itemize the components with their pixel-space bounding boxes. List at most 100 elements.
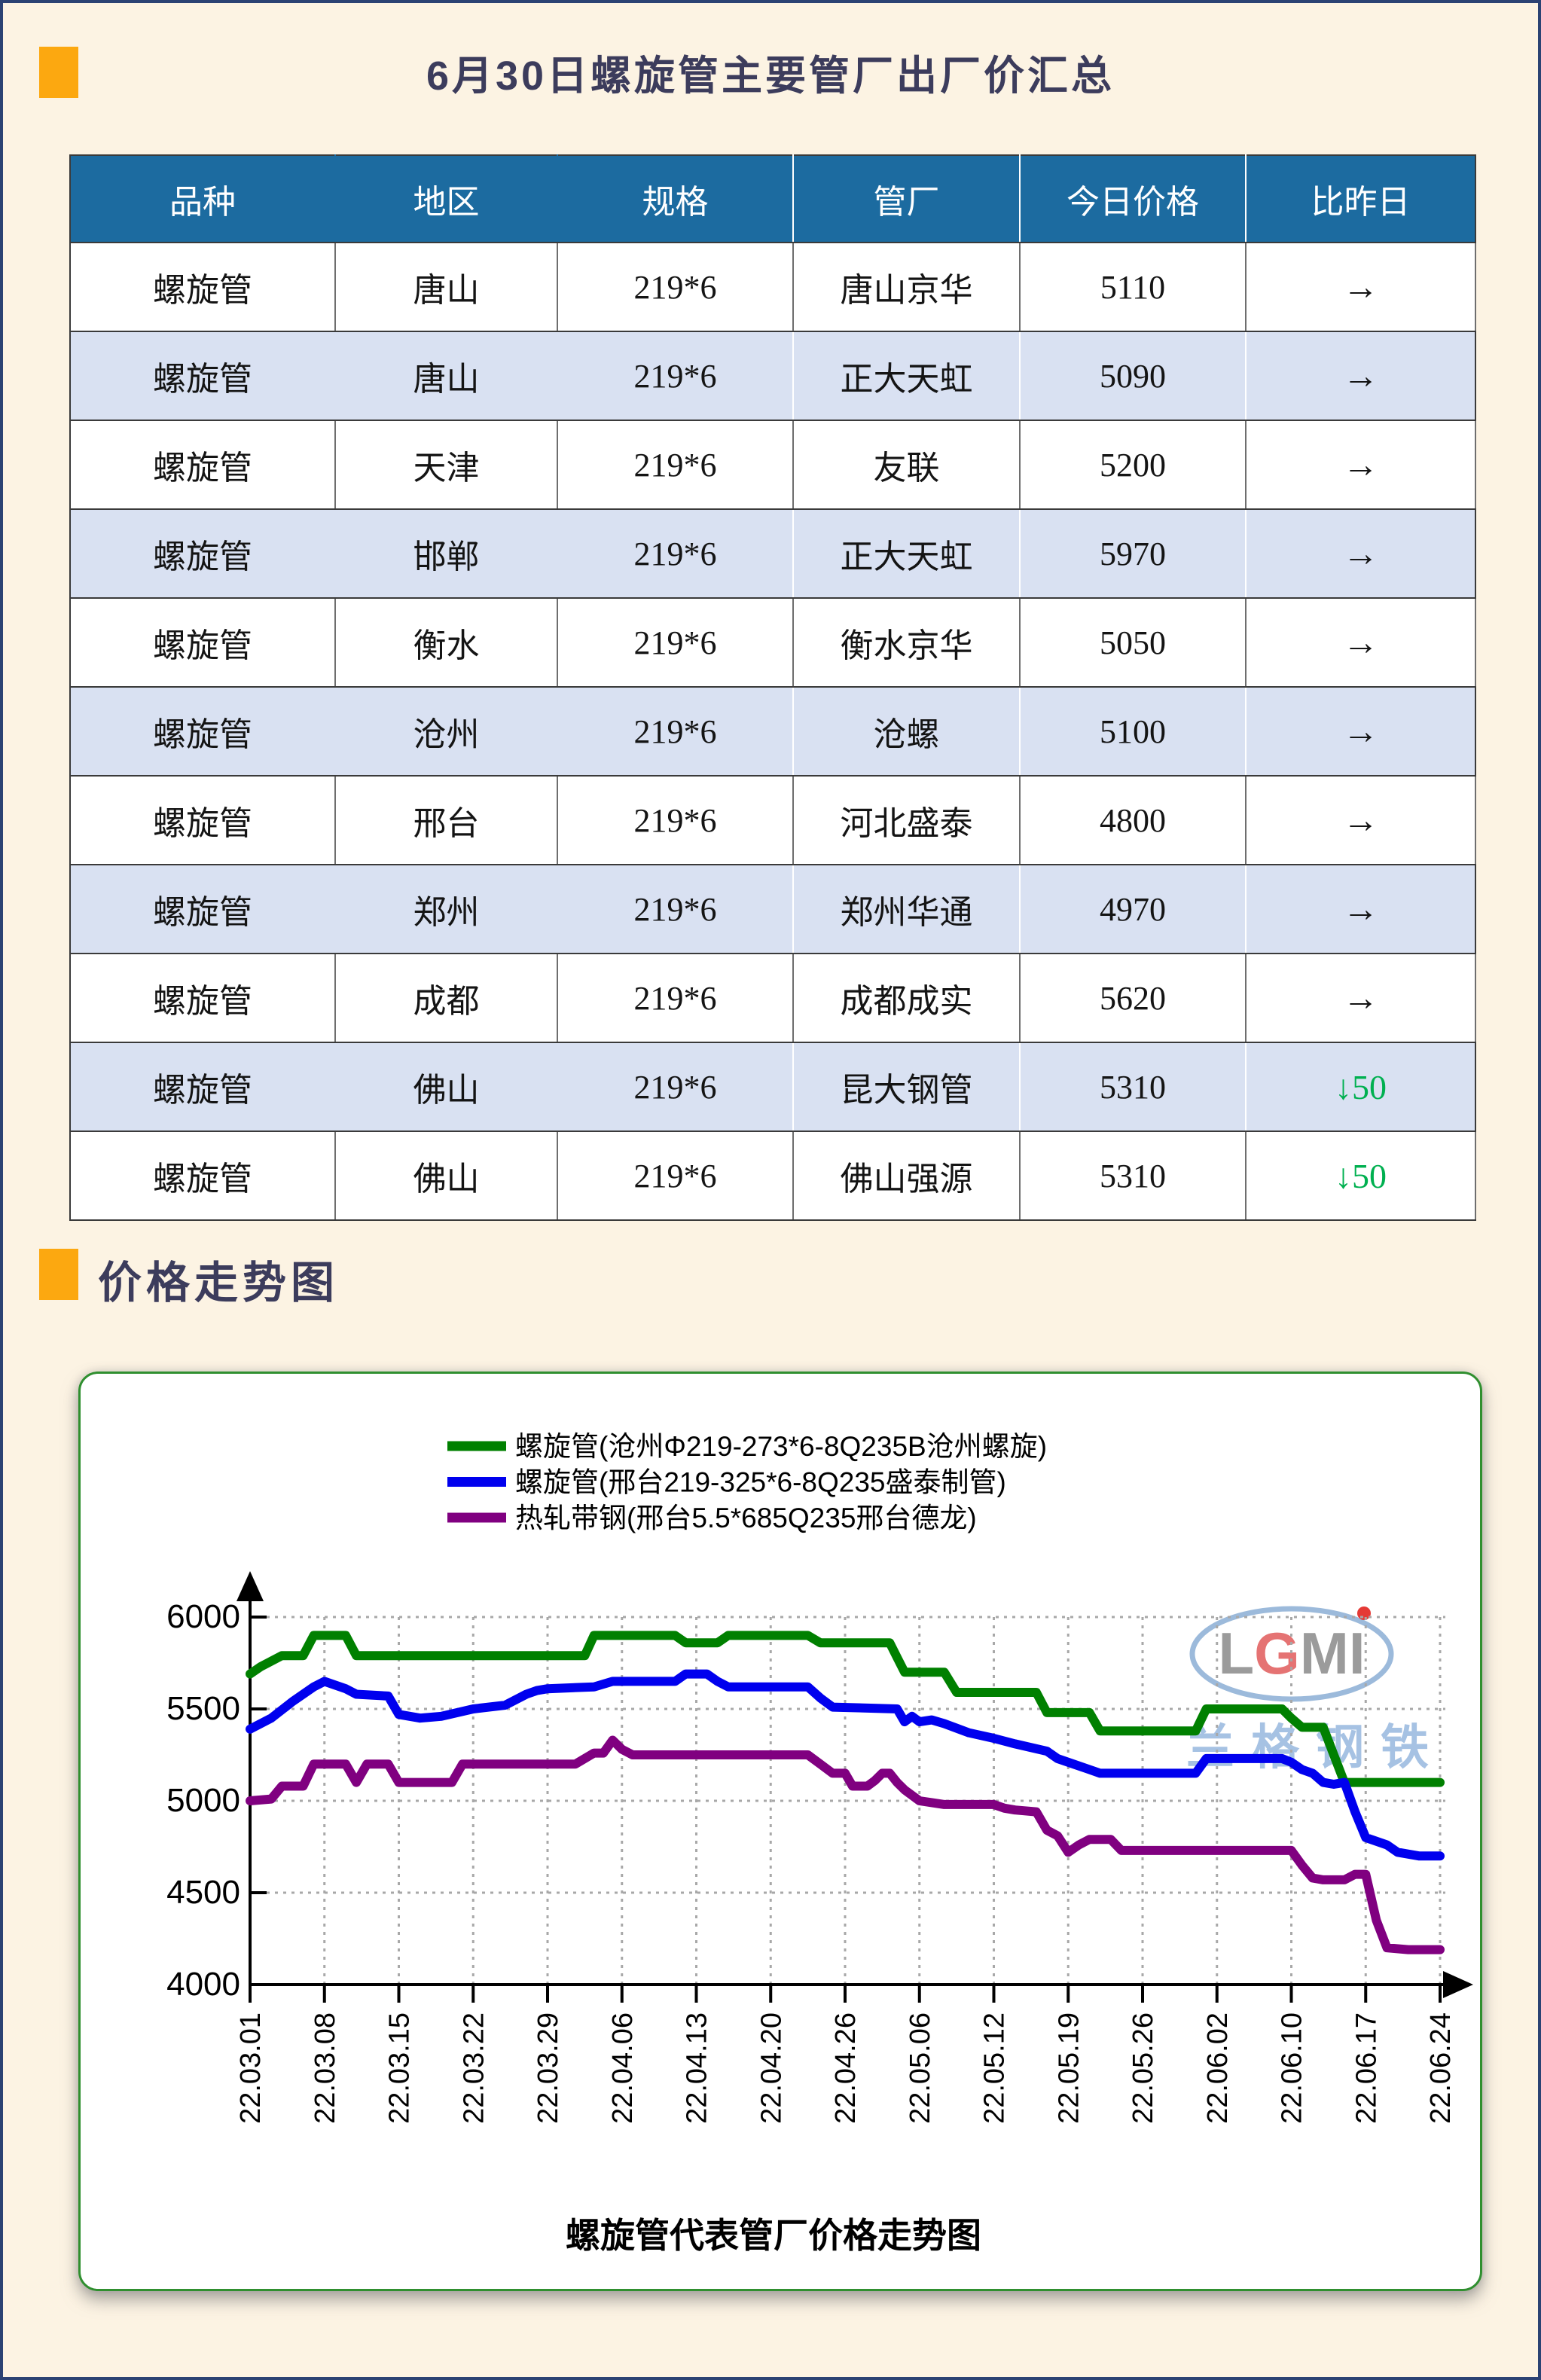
x-tick-label: 22.06.02 — [1202, 2012, 1234, 2124]
x-tick-label: 22.03.08 — [310, 2012, 341, 2124]
y-axis-arrow — [236, 1571, 264, 1601]
spec-cell: 219*6 — [557, 331, 794, 421]
region-cell: 邯郸 — [335, 509, 558, 599]
mill-cell: 唐山京华 — [793, 243, 1021, 332]
x-tick-label: 22.05.12 — [979, 2012, 1011, 2124]
spec-cell: 219*6 — [557, 687, 794, 777]
x-tick-label: 22.03.15 — [384, 2012, 416, 2124]
mill-cell: 郑州华通 — [793, 865, 1021, 954]
x-tick-label: 22.03.22 — [458, 2012, 490, 2124]
column-header-4: 今日价格 — [1020, 155, 1247, 243]
mill-cell: 佛山强源 — [793, 1131, 1021, 1221]
section-bullet-square — [39, 1249, 78, 1300]
price-cell: 5970 — [1020, 509, 1247, 599]
variety-cell: 螺旋管 — [70, 420, 336, 510]
price-cell: 4970 — [1020, 865, 1247, 954]
y-tick-label: 4500 — [166, 1874, 240, 1911]
table-row: 螺旋管 邢台 219*6 河北盛泰 4800 → — [70, 776, 1476, 865]
table-row: 螺旋管 唐山 219*6 正大天虹 5090 → — [70, 331, 1475, 421]
spec-cell: 219*6 — [557, 776, 794, 865]
x-tick-label: 22.06.10 — [1277, 2012, 1308, 2124]
x-tick-label: 22.05.26 — [1128, 2012, 1159, 2124]
title-bullet-square — [39, 47, 78, 98]
watermark-ellipse — [1189, 1606, 1394, 1702]
price-cell: 5310 — [1020, 1042, 1247, 1132]
y-tick-label: 5500 — [166, 1690, 240, 1727]
variety-cell: 螺旋管 — [70, 598, 336, 688]
change-flat-cell: → — [1246, 420, 1476, 510]
price-cell: 4800 — [1020, 776, 1247, 865]
spec-cell: 219*6 — [557, 420, 794, 510]
table-row: 螺旋管 沧州 219*6 沧螺 5100 → — [70, 687, 1475, 777]
spec-cell: 219*6 — [557, 954, 794, 1043]
change-flat-cell: → — [1246, 331, 1475, 421]
x-tick-label: 22.04.13 — [682, 2012, 713, 2124]
variety-cell: 螺旋管 — [70, 1131, 336, 1221]
y-axis-labels: 6000 5500 5000 4500 4000 — [166, 1598, 240, 2003]
region-cell: 郑州 — [335, 865, 558, 954]
region-cell: 成都 — [335, 954, 558, 1043]
x-tick-label: 22.04.06 — [607, 2012, 639, 2124]
section-title-price-trend: 价格走势图 — [98, 1259, 340, 1307]
legend: 螺旋管(沧州Φ219-273*6-8Q235B沧州螺旋) 螺旋管(邢台219-32… — [447, 1431, 1047, 1533]
mill-cell: 衡水京华 — [793, 598, 1021, 688]
x-tick-label: 22.05.06 — [905, 2012, 936, 2124]
variety-cell: 螺旋管 — [70, 1042, 336, 1132]
table-row: 螺旋管 天津 219*6 友联 5200 → — [70, 420, 1476, 510]
variety-cell: 螺旋管 — [70, 865, 336, 954]
legend-label-0: 螺旋管(沧州Φ219-273*6-8Q235B沧州螺旋) — [515, 1431, 1047, 1462]
series-line-2 — [246, 1735, 1445, 1954]
table-row: 螺旋管 郑州 219*6 郑州华通 4970 → — [70, 865, 1475, 954]
spec-cell: 219*6 — [557, 509, 794, 599]
spec-cell: 219*6 — [557, 865, 794, 954]
spec-cell: 219*6 — [557, 1131, 794, 1221]
mill-cell: 昆大钢管 — [793, 1042, 1021, 1132]
change-down-cell: ↓50 — [1246, 1131, 1476, 1221]
mill-cell: 友联 — [793, 420, 1021, 510]
change-flat-cell: → — [1246, 687, 1475, 777]
change-down-cell: ↓50 — [1246, 1042, 1475, 1132]
x-tick-label: 22.03.01 — [235, 2012, 267, 2124]
region-cell: 邢台 — [335, 776, 558, 865]
x-tick-label: 22.06.24 — [1425, 2012, 1457, 2124]
mill-cell: 正大天虹 — [793, 509, 1021, 599]
price-cell: 5200 — [1020, 420, 1247, 510]
change-flat-cell: → — [1246, 509, 1475, 599]
table-row: 螺旋管 邯郸 219*6 正大天虹 5970 → — [70, 509, 1475, 599]
variety-cell: 螺旋管 — [70, 331, 336, 421]
price-cell: 5110 — [1020, 243, 1247, 332]
mill-cell: 河北盛泰 — [793, 776, 1021, 865]
series-line-0 — [246, 1631, 1445, 1787]
price-cell: 5310 — [1020, 1131, 1247, 1221]
column-header-2: 规格 — [557, 155, 794, 243]
region-cell: 唐山 — [335, 331, 558, 421]
page-title: 6月30日螺旋管主要管厂出厂价汇总 — [426, 53, 1115, 99]
axes — [236, 1571, 1473, 2003]
y-tick-label: 6000 — [166, 1598, 240, 1635]
variety-cell: 螺旋管 — [70, 509, 336, 599]
x-tick-label: 22.04.20 — [755, 2012, 787, 2124]
chart-title: 螺旋管代表管厂价格走势图 — [566, 2216, 981, 2255]
y-tick-label: 5000 — [166, 1782, 240, 1819]
region-cell: 佛山 — [335, 1042, 558, 1132]
x-tick-label: 22.04.26 — [830, 2012, 862, 2124]
price-summary-table: 品种 地区 规格 管厂 今日价格 比昨日 螺旋管 唐山 219*6 唐山京华 5110 → 螺旋管 唐山… — [69, 154, 1476, 1221]
change-flat-cell: → — [1246, 865, 1475, 954]
spec-cell: 219*6 — [557, 1042, 794, 1132]
x-tick-label: 22.03.29 — [532, 2012, 564, 2124]
legend-label-1: 螺旋管(邢台219-325*6-8Q235盛泰制管) — [515, 1467, 1006, 1498]
x-tick-label: 22.05.19 — [1053, 2012, 1085, 2124]
price-cell: 5100 — [1020, 687, 1247, 777]
mill-cell: 正大天虹 — [793, 331, 1021, 421]
table-row: 螺旋管 佛山 219*6 昆大钢管 5310 ↓50 — [70, 1042, 1475, 1132]
table-row: 螺旋管 佛山 219*6 佛山强源 5310 ↓50 — [70, 1131, 1476, 1221]
price-trend-chart-panel: LGMI 兰格钢铁 6000 5500 5000 4500 4000 22.03.01 22.0… — [78, 1372, 1482, 2291]
table-row: 螺旋管 衡水 219*6 衡水京华 5050 → — [70, 598, 1476, 688]
column-header-0: 品种 — [70, 155, 336, 243]
change-flat-cell: → — [1246, 954, 1476, 1043]
variety-cell: 螺旋管 — [70, 243, 336, 332]
spec-cell: 219*6 — [557, 598, 794, 688]
